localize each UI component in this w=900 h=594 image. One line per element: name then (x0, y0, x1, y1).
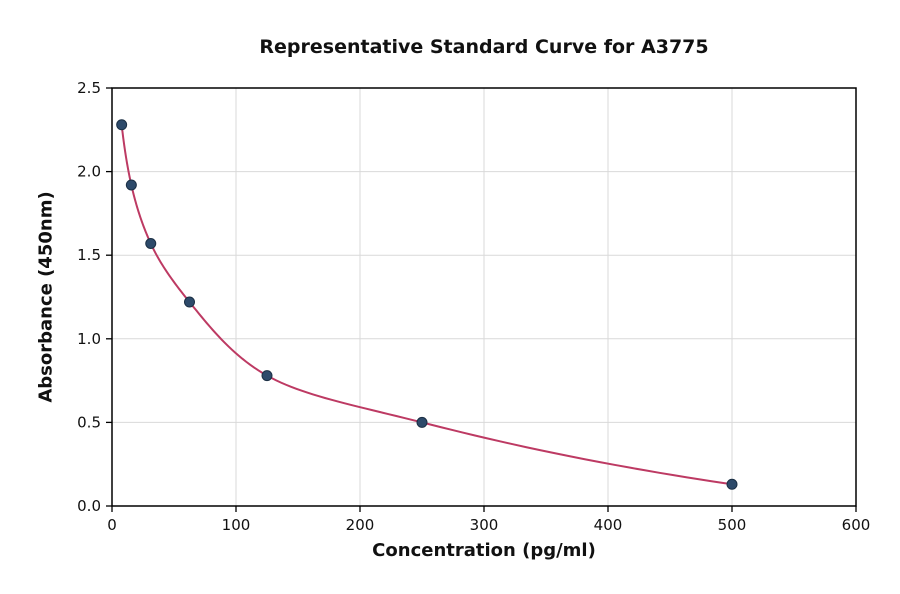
y-tick-label: 1.0 (77, 330, 101, 348)
y-tick-label: 0.0 (77, 497, 101, 515)
data-point (726, 478, 738, 490)
data-point (116, 119, 128, 131)
x-tick-label: 400 (594, 516, 623, 534)
x-tick-label: 200 (346, 516, 375, 534)
y-tick-label: 0.5 (77, 413, 101, 431)
data-point (145, 238, 157, 249)
x-tick-label: 0 (107, 516, 117, 534)
data-point (184, 296, 195, 308)
y-tick-label: 2.5 (77, 79, 101, 97)
x-axis-label: Concentration (pg/ml) (372, 540, 596, 561)
x-tick-label: 500 (718, 516, 747, 534)
y-axis-label: Absorbance (450nm) (35, 191, 57, 403)
data-point (416, 416, 428, 428)
y-tick-label: 2.0 (77, 163, 101, 181)
x-tick-label: 600 (842, 516, 871, 534)
y-tick-label: 1.5 (77, 246, 101, 264)
data-point (125, 179, 137, 191)
x-tick-label: 100 (222, 516, 251, 534)
x-tick-label: 300 (470, 516, 499, 534)
chart-title: Representative Standard Curve for A3775 (259, 36, 709, 58)
data-point (261, 370, 273, 382)
fitted-curve (120, 124, 733, 486)
